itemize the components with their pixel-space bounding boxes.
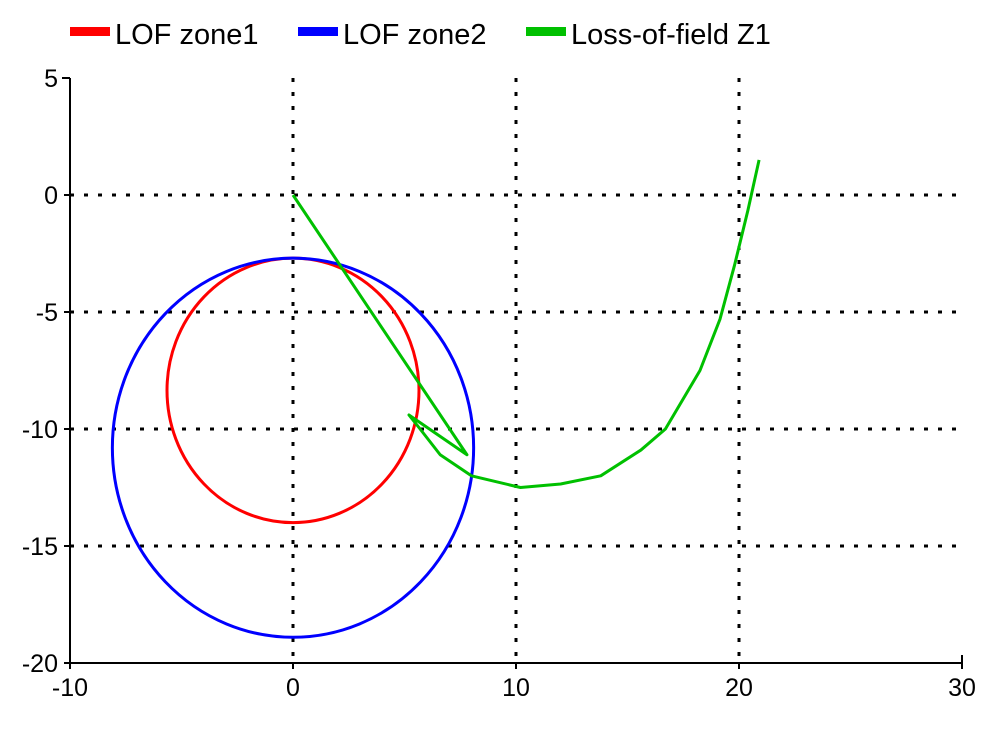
y-tick-label: -10	[22, 416, 58, 444]
axes: -10 0 10 20 30 5 0 -5 -10 -15 -20	[22, 65, 976, 702]
series-1-circle	[165, 256, 421, 525]
x-tick-label: 30	[948, 674, 976, 702]
legend-label-2: LOF zone2	[343, 19, 486, 51]
y-tick-label: 0	[44, 182, 58, 210]
legend-swatch-1	[70, 27, 110, 36]
legend-label-1: LOF zone1	[115, 19, 258, 51]
grid	[70, 78, 962, 663]
legend: LOF zone1 LOF zone2 Loss-of-field Z1	[70, 19, 771, 51]
legend-label-3: Loss-of-field Z1	[571, 19, 771, 51]
y-tick-label: -15	[22, 533, 58, 561]
legend-swatch-3	[526, 27, 566, 36]
y-tick-label: -20	[22, 650, 58, 678]
series-3-line	[291, 159, 761, 489]
series-2-circle	[110, 256, 476, 639]
legend-swatch-2	[298, 27, 338, 36]
y-tick-label: 5	[44, 65, 58, 93]
y-tick-label: -5	[36, 299, 58, 327]
x-tick-label: 10	[502, 674, 530, 702]
x-tick-label: -10	[52, 674, 88, 702]
series-layer	[110, 159, 761, 639]
x-tick-label: 0	[286, 674, 300, 702]
x-tick-label: 20	[725, 674, 753, 702]
